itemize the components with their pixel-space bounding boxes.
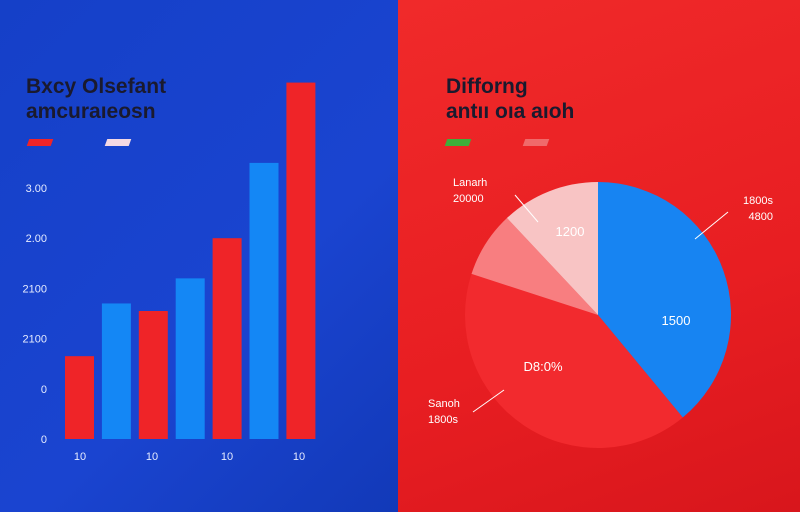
pie-chart-panel: Difforng antıı oıa aıoh 1500 1800s 4800 D8:… xyxy=(398,0,800,512)
y-tick-label: 2100 xyxy=(23,334,47,346)
bar-chart-svg: 0 0 2100 2100 2.00 3.00 10 10 10 10 xyxy=(23,82,316,463)
bar-4 xyxy=(175,278,205,439)
bar-2 xyxy=(101,303,131,439)
y-tick-label: 2.00 xyxy=(26,233,47,245)
pie-external-label: 20000 xyxy=(453,193,484,205)
bar-chart-panel: Bxcy Olsefant amcuraıeosn 0 0 2100 2100 2.00… xyxy=(0,0,398,512)
pie-slice-3 xyxy=(471,218,598,315)
x-tick-label: 10 xyxy=(221,451,233,463)
pie-chart-svg: 1500 1800s 4800 D8:0% Sanoh 1800s Lanarh 20000 1… xyxy=(428,177,773,449)
pie-leader-line xyxy=(694,211,729,240)
x-tick-label: 10 xyxy=(293,451,305,463)
bar-1 xyxy=(65,356,94,439)
pie-slice-1 xyxy=(598,182,732,418)
pie-external-label: Sanoh xyxy=(428,398,460,410)
pie-leader-line xyxy=(472,389,505,413)
pie-slice-label: 1200 xyxy=(556,224,585,239)
pie-chart-title-line-1: Difforng xyxy=(446,75,528,98)
bar-chart-title-line-1: Bxcy Olsefant xyxy=(26,75,167,98)
bar-chart-title-line-2: amcuraıeosn xyxy=(26,100,156,123)
bar-7 xyxy=(286,82,316,439)
pie-slice-4 xyxy=(506,182,598,315)
y-tick-label: 3.00 xyxy=(26,183,47,195)
pie-slice-label: D8:0% xyxy=(523,359,562,374)
pie-chart-title: Difforng antıı oıa aıoh xyxy=(446,74,574,124)
pie-slice-2 xyxy=(464,273,683,449)
x-tick-label: 10 xyxy=(146,451,158,463)
x-tick-label: 10 xyxy=(74,451,86,463)
pie-external-label: 1800s xyxy=(743,195,773,207)
pie-leader-line xyxy=(514,194,539,223)
pie-external-label: 4800 xyxy=(749,211,773,223)
bar-6 xyxy=(249,162,279,439)
pie-slice-label: 1500 xyxy=(662,313,691,328)
bar-chart-title: Bxcy Olsefant amcuraıeosn xyxy=(26,74,166,124)
pie-external-label: Lanarh xyxy=(453,177,487,189)
bar-3 xyxy=(138,310,168,439)
bar-5 xyxy=(212,238,242,439)
y-tick-label: 0 xyxy=(41,384,47,396)
y-tick-label: 0 xyxy=(41,434,47,446)
y-tick-label: 2100 xyxy=(23,283,47,295)
pie-external-label: 1800s xyxy=(428,414,458,426)
pie-chart-title-line-2: antıı oıa aıoh xyxy=(446,100,575,123)
